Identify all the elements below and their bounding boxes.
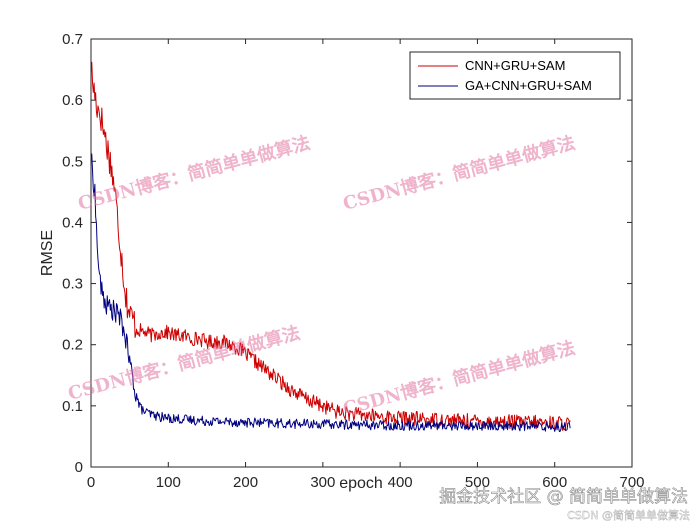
axes-box <box>90 38 633 468</box>
y-tick-label: 0.2 <box>62 337 83 354</box>
y-axis: 0 0.1 0.2 0.3 0.4 0.5 0.6 0.7 <box>62 31 632 476</box>
legend-box <box>409 51 621 100</box>
x-tick-label: 100 <box>156 474 181 491</box>
x-axis: 0 100 200 300 400 500 600 700 <box>87 39 645 491</box>
x-tick-label: 300 <box>310 474 335 491</box>
plot-area <box>91 39 632 467</box>
y-tick-label: 0 <box>75 459 83 476</box>
x-axis-label: epoch <box>339 475 383 492</box>
x-tick-label: 400 <box>388 474 413 491</box>
y-tick-label: 0.5 <box>62 153 83 170</box>
legend: CNN+GRU+SAM GA+CNN+GRU+SAM <box>409 51 621 100</box>
x-tick-label: 700 <box>619 474 644 491</box>
footer-watermark-text: 掘金技术社区 @ 简简单单做算法 <box>439 487 688 507</box>
x-tick-label: 600 <box>542 474 567 491</box>
y-tick-label: 0.1 <box>62 398 83 415</box>
series-line-ga-cnn-gru-sam <box>90 153 571 432</box>
legend-label-cnn-gru-sam: CNN+GRU+SAM <box>465 58 565 73</box>
y-tick-label: 0.3 <box>62 276 83 293</box>
footer-watermark: 掘金技术社区 @ 简简单单做算法 CSDN @简简单单做算法 <box>439 487 690 523</box>
legend-label-ga-cnn-gru-sam: GA+CNN+GRU+SAM <box>465 78 592 93</box>
y-tick-label: 0.7 <box>62 31 83 48</box>
y-tick-label: 0.6 <box>62 92 83 109</box>
x-tick-label: 0 <box>87 474 95 491</box>
series-layer <box>90 61 571 432</box>
y-axis-label: RMSE <box>39 230 56 276</box>
series-line-cnn-gru-sam <box>90 61 571 431</box>
footer-watermark-small: CSDN @简简单单做算法 <box>567 508 690 522</box>
y-tick-label: 0.4 <box>62 214 83 231</box>
x-tick-label: 500 <box>465 474 490 491</box>
x-tick-label: 200 <box>233 474 258 491</box>
